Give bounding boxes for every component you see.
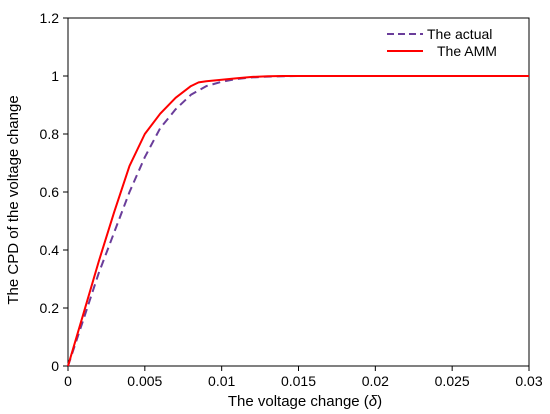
x-tick-label: 0.03 — [515, 373, 542, 389]
x-tick-label: 0.01 — [208, 373, 235, 389]
x-axis-title-prefix: The voltage change ( — [228, 393, 369, 410]
y-tick-label: 1.2 — [40, 10, 60, 26]
y-tick-label: 0 — [51, 358, 59, 374]
x-axis-title-suffix: ) — [377, 393, 382, 410]
x-axis-title-symbol: δ — [369, 393, 378, 410]
y-tick-label: 0.6 — [40, 184, 60, 200]
legend-label-amm: The AMM — [437, 43, 497, 59]
x-tick-label: 0.005 — [127, 373, 162, 389]
legend: The actual The AMM — [387, 26, 497, 59]
x-tick-label: 0.015 — [281, 373, 316, 389]
series-line-amm — [67, 75, 529, 367]
legend-label-actual: The actual — [427, 26, 492, 42]
y-tick-label: 0.4 — [40, 242, 60, 258]
x-tick-label: 0 — [64, 373, 72, 389]
y-axis-title: The CPD of the voltage change — [5, 95, 22, 304]
y-tick-label: 1 — [51, 68, 59, 84]
series-line-actual — [67, 75, 529, 367]
x-tick-label: 0.025 — [435, 373, 470, 389]
plot-area-frame — [67, 17, 530, 367]
y-tick-label: 0.8 — [40, 126, 60, 142]
x-tick-label: 0.02 — [362, 373, 389, 389]
x-axis-title: The voltage change (δ) — [228, 393, 382, 410]
y-tick-label: 0.2 — [40, 300, 60, 316]
